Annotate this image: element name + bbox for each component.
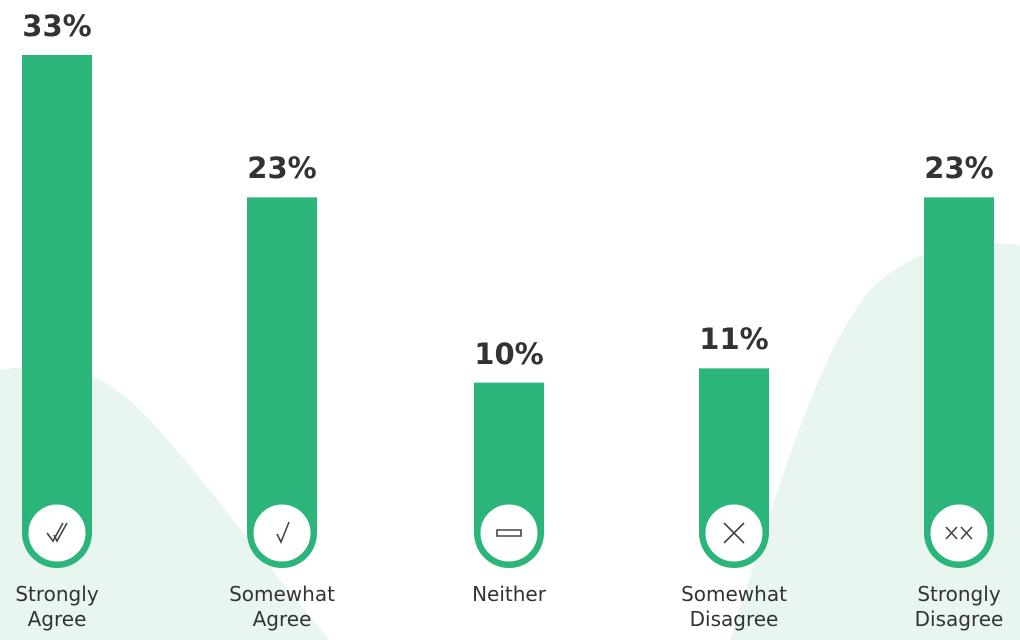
icon <box>276 521 290 544</box>
icon <box>46 522 68 543</box>
category-label: Somewhat Disagree <box>681 582 787 631</box>
value-label: 23% <box>924 151 994 186</box>
category-label: Strongly Disagree <box>914 582 1004 631</box>
bar <box>924 197 994 568</box>
icon <box>723 522 745 544</box>
icon-circle <box>477 501 541 565</box>
bar <box>247 197 317 568</box>
category-label: Neither <box>472 582 546 606</box>
icon-circle <box>250 501 314 565</box>
bar <box>22 55 92 568</box>
icon-circle <box>927 501 991 565</box>
value-label: 11% <box>699 322 769 357</box>
category-label: Somewhat Agree <box>229 582 335 631</box>
category-label: Strongly Agree <box>15 582 99 631</box>
value-label: 10% <box>474 336 544 371</box>
icon <box>945 526 973 540</box>
value-label: 23% <box>247 151 317 186</box>
icon <box>496 529 522 537</box>
value-label: 33% <box>22 9 92 43</box>
